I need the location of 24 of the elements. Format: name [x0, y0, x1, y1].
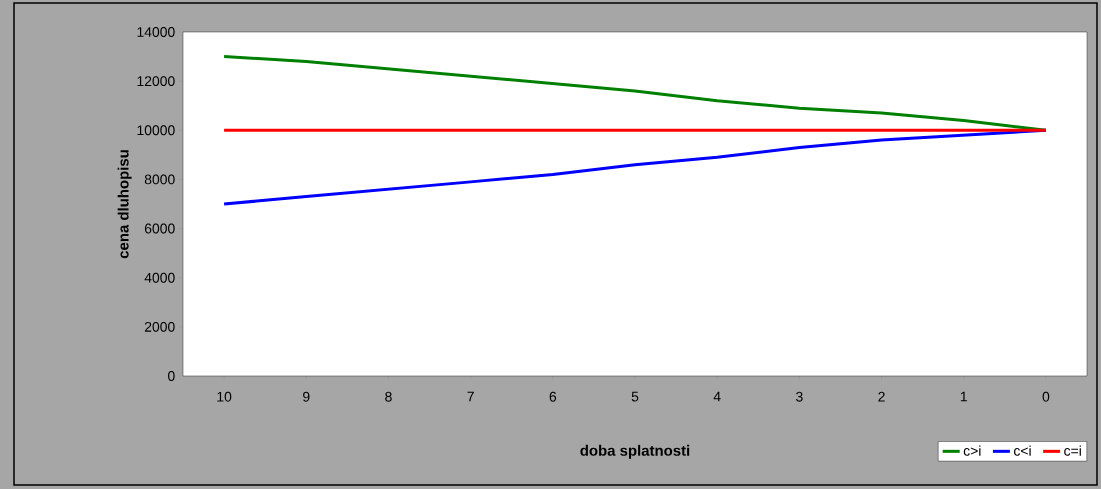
x-tick-label: 0 [1042, 391, 1050, 402]
x-tick-label: 6 [549, 391, 557, 402]
y-tick-label: 10000 [137, 125, 175, 136]
x-tick-label: 10 [217, 391, 232, 402]
x-tick-label: 9 [303, 391, 310, 402]
x-tick-label: 7 [467, 391, 474, 402]
x-tick-label: 1 [960, 391, 967, 402]
y-tick-label: 2000 [144, 321, 175, 332]
x-tick-label: 2 [878, 391, 885, 402]
y-tick-label: 4000 [144, 272, 175, 283]
x-tick-label: 5 [631, 391, 639, 402]
x-tick-label: 8 [385, 391, 392, 402]
y-tick-label: 8000 [144, 174, 175, 185]
y-tick-label: 14000 [137, 27, 175, 37]
y-tick-label: 12000 [137, 76, 175, 87]
y-tick-label: 6000 [144, 223, 175, 234]
x-tick-label: 3 [796, 391, 803, 402]
legend-label: c<i [1013, 445, 1031, 456]
y-axis-title: cena dluhopisu [117, 150, 132, 259]
x-tick-label: 4 [713, 391, 721, 402]
x-axis-title: doba splatnosti [580, 444, 690, 459]
y-tick-label: 0 [168, 371, 175, 381]
legend-label: c>i [963, 445, 981, 456]
legend-label: c=i [1064, 445, 1081, 456]
